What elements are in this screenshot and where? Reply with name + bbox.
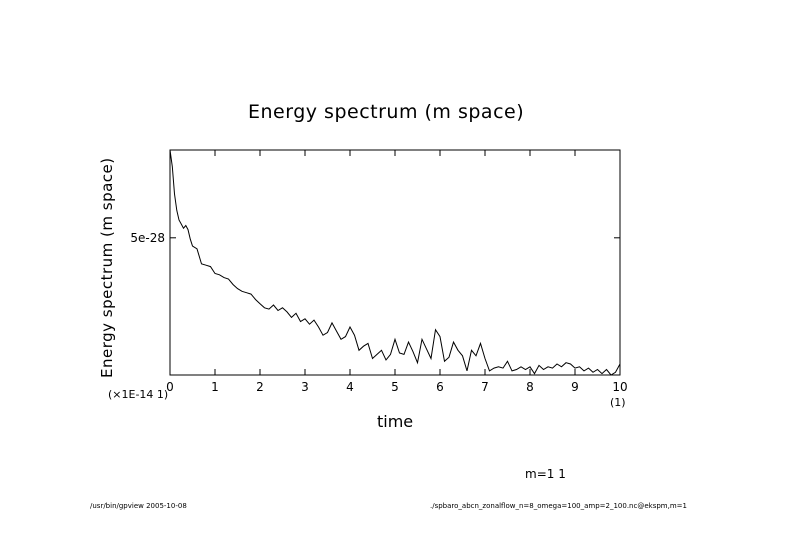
x-tick-label: 9 bbox=[571, 380, 579, 394]
x-tick-label: 3 bbox=[301, 380, 309, 394]
y-tick-label: 5e-28 bbox=[130, 231, 165, 245]
mode-annotation: m=1 1 bbox=[525, 467, 566, 481]
x-axis-label: time bbox=[377, 412, 414, 431]
x-tick-label: 8 bbox=[526, 380, 534, 394]
x-tick-label: 0 bbox=[166, 380, 174, 394]
x-tick-label: 6 bbox=[436, 380, 444, 394]
x-scale-label: (1) bbox=[610, 396, 626, 409]
x-tick-label: 1 bbox=[211, 380, 219, 394]
x-tick-label: 2 bbox=[256, 380, 264, 394]
chart-title: Energy spectrum (m space) bbox=[248, 101, 525, 123]
x-tick-label: 7 bbox=[481, 380, 489, 394]
x-tick-label: 5 bbox=[391, 380, 399, 394]
plot-frame bbox=[169, 149, 621, 376]
y-axis-ticks: 5e-28 bbox=[130, 231, 620, 245]
y-axis-label: Energy spectrum (m space) bbox=[98, 157, 116, 378]
y-scale-label: (×1E-14 1) bbox=[108, 388, 169, 401]
footer-program: /usr/bin/gpview 2005-10-08 bbox=[90, 502, 187, 510]
x-axis-ticks: 0 1 2 3 4 5 6 7 8 9 10 bbox=[166, 150, 628, 394]
footer-source-file: ./spbaro_abcn_zonalflow_n=8_omega=100_am… bbox=[430, 502, 687, 510]
x-tick-label: 10 bbox=[612, 380, 627, 394]
x-tick-label: 4 bbox=[346, 380, 354, 394]
series-line-energy bbox=[169, 149, 621, 376]
